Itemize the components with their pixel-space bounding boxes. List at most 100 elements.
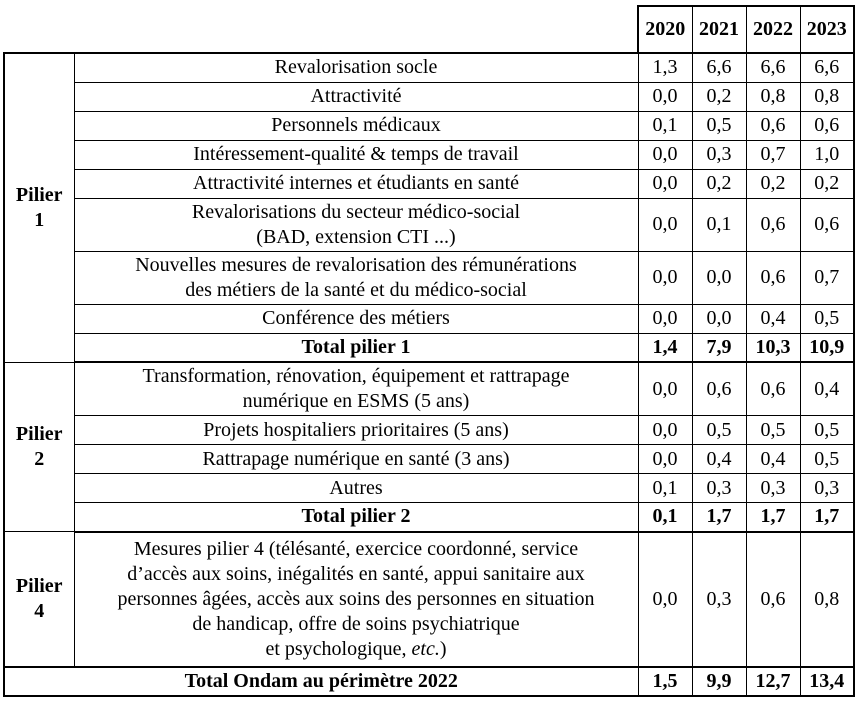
- value-cell: 1,0: [799, 139, 855, 170]
- value-cell: 0,3: [745, 473, 801, 503]
- value-cell: 0,7: [745, 139, 801, 170]
- table-row: Pilier 1 Revalorisation socle 1,3 6,6 6,…: [3, 52, 855, 363]
- value-cell: 0,6: [745, 110, 801, 141]
- total-value-cell: 10,9: [799, 332, 855, 363]
- value-cell: 0,0: [637, 361, 693, 416]
- table-row: Pilier 2 Transformation, rénovation, équ…: [3, 361, 855, 532]
- value-cell: 0,5: [799, 303, 855, 334]
- value-cell: 0,0: [637, 250, 693, 305]
- value-cell: 0,6: [745, 361, 801, 416]
- header-blank-cell: [4, 6, 638, 53]
- table-row: Nouvelles mesures de revalorisation des …: [4, 250, 855, 305]
- ondam-measures-table: 2020 2021 2022 2023 Pilier 1 Revalorisat…: [3, 5, 855, 697]
- pilier1-label-cell: Pilier 1: [3, 52, 75, 363]
- value-cell: 0,0: [637, 415, 693, 445]
- value-cell: 1,3: [637, 52, 693, 83]
- table-row: Revalorisations du secteur médico-social…: [4, 197, 855, 252]
- value-cell: 0,1: [637, 110, 693, 141]
- measure-label: Revalorisation socle: [73, 52, 639, 83]
- measure-label: Autres: [73, 473, 639, 503]
- table-row: Autres 0,1 0,3 0,3 0,3: [4, 473, 855, 503]
- measure-label: Intéressement-qualité & temps de travail: [73, 139, 639, 170]
- year-header-row: 2020 2021 2022 2023: [4, 5, 855, 54]
- value-cell: 0,8: [799, 81, 855, 112]
- grand-total-value-cell: 12,7: [745, 666, 801, 697]
- value-cell: 0,6: [745, 197, 801, 252]
- table-row: Attractivité internes et étudiants en sa…: [4, 168, 855, 199]
- total-pilier2-row: Total pilier 2 0,1 1,7 1,7 1,7: [4, 502, 855, 533]
- total-value-cell: 1,7: [799, 502, 855, 533]
- total-pilier1-row: Total pilier 1 1,4 7,9 10,3 10,9: [4, 332, 855, 363]
- value-cell: 0,2: [691, 168, 747, 199]
- total-value-cell: 10,3: [745, 332, 801, 363]
- measure-label: Attractivité internes et étudiants en sa…: [73, 168, 639, 199]
- value-cell: 0,5: [745, 415, 801, 445]
- value-cell: 0,4: [691, 444, 747, 474]
- value-cell: 0,4: [745, 303, 801, 334]
- total-value-cell: 1,7: [745, 502, 801, 533]
- year-header-2023: 2023: [799, 5, 855, 54]
- year-header-2022: 2022: [745, 5, 801, 54]
- grand-total-label: Total Ondam au périmètre 2022: [3, 666, 639, 697]
- value-cell: 0,1: [637, 473, 693, 503]
- value-cell: 0,3: [691, 139, 747, 170]
- value-cell: 0,0: [637, 303, 693, 334]
- grand-total-value-cell: 1,5: [637, 666, 693, 697]
- total-value-cell: 0,1: [637, 502, 693, 533]
- pilier4-row: Pilier 4 Mesures pilier 4 (télésanté, ex…: [3, 531, 855, 668]
- value-cell: 0,0: [637, 444, 693, 474]
- measure-label: Conférence des métiers: [73, 303, 639, 334]
- value-cell: 0,2: [799, 168, 855, 199]
- value-cell: 6,6: [691, 52, 747, 83]
- value-cell: 0,8: [745, 81, 801, 112]
- value-cell: 0,0: [637, 139, 693, 170]
- table-row: Rattrapage numérique en santé (3 ans) 0,…: [4, 444, 855, 474]
- value-cell: 0,6: [799, 110, 855, 141]
- measure-label: Personnels médicaux: [73, 110, 639, 141]
- total-value-cell: 7,9: [691, 332, 747, 363]
- value-cell: 0,5: [691, 415, 747, 445]
- table-row: Personnels médicaux 0,1 0,5 0,6 0,6: [4, 110, 855, 141]
- grand-total-value-cell: 9,9: [691, 666, 747, 697]
- value-cell: 6,6: [799, 52, 855, 83]
- grand-total-row: Total Ondam au périmètre 2022 1,5 9,9 12…: [3, 666, 855, 697]
- value-cell: 0,8: [799, 531, 855, 668]
- value-cell: 0,3: [799, 473, 855, 503]
- total-value-cell: 1,4: [637, 332, 693, 363]
- value-cell: 0,1: [691, 197, 747, 252]
- value-cell: 0,0: [637, 531, 693, 668]
- measure-label: Attractivité: [73, 81, 639, 112]
- value-cell: 0,2: [745, 168, 801, 199]
- value-cell: 0,0: [691, 303, 747, 334]
- total-label: Total pilier 2: [73, 502, 639, 533]
- value-cell: 0,0: [637, 197, 693, 252]
- value-cell: 0,4: [799, 361, 855, 416]
- value-cell: 0,7: [799, 250, 855, 305]
- year-header-2020: 2020: [637, 5, 693, 54]
- measure-label: Mesures pilier 4 (télésanté, exercice co…: [73, 531, 639, 668]
- value-cell: 0,6: [745, 250, 801, 305]
- value-cell: 0,6: [799, 197, 855, 252]
- table-row: Projets hospitaliers prioritaires (5 ans…: [4, 415, 855, 445]
- value-cell: 0,5: [799, 444, 855, 474]
- pilier4-text: Mesures pilier 4 (télésanté, exercice co…: [117, 537, 595, 660]
- measure-label: Transformation, rénovation, équipement e…: [73, 361, 639, 416]
- pilier4-label-cell: Pilier 4: [3, 531, 75, 668]
- measure-label: Projets hospitaliers prioritaires (5 ans…: [73, 415, 639, 445]
- pilier4-etc-italic: etc.: [411, 637, 440, 660]
- pilier2-label-cell: Pilier 2: [3, 361, 75, 532]
- year-header-2021: 2021: [691, 5, 747, 54]
- measure-label: Nouvelles mesures de revalorisation des …: [73, 250, 639, 305]
- value-cell: 0,3: [691, 531, 747, 668]
- value-cell: 0,0: [637, 81, 693, 112]
- pilier4-close-paren: ): [439, 637, 447, 660]
- measure-label: Rattrapage numérique en santé (3 ans): [73, 444, 639, 474]
- value-cell: 0,6: [691, 361, 747, 416]
- value-cell: 0,6: [745, 531, 801, 668]
- value-cell: 0,4: [745, 444, 801, 474]
- value-cell: 0,0: [637, 168, 693, 199]
- value-cell: 0,5: [799, 415, 855, 445]
- table-row: Attractivité 0,0 0,2 0,8 0,8: [4, 81, 855, 112]
- value-cell: 0,5: [691, 110, 747, 141]
